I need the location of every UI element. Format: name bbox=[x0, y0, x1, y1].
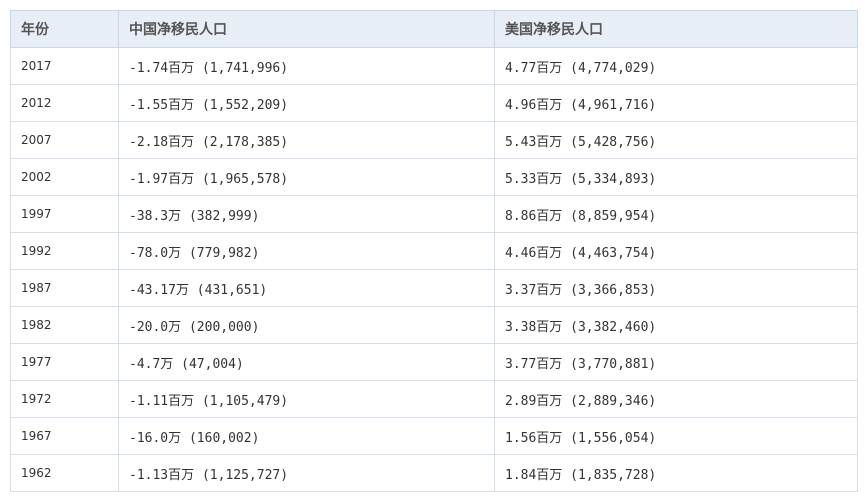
table-row: 2002 -1.97百万 (1,965,578) 5.33百万 (5,334,893… bbox=[10, 158, 858, 196]
table-row: 1962 -1.13百万 (1,125,727) 1.84百万 (1,835,728… bbox=[10, 454, 858, 492]
china-net-migration-cell: -2.18百万 (2,178,385) bbox=[118, 121, 495, 159]
table-row: 1977 -4.7万 (47,004) 3.77百万 (3,770,881) bbox=[10, 343, 858, 381]
us-net-migration-cell: 2.89百万 (2,889,346) bbox=[494, 380, 858, 418]
table-body: 2017 -1.74百万 (1,741,996) 4.77百万 (4,774,029… bbox=[10, 47, 858, 492]
migration-table-container: 年份 中国净移民人口 美国净移民人口 2017 -1.74百万 (1,741,99… bbox=[10, 10, 858, 492]
china-net-migration-cell: -1.74百万 (1,741,996) bbox=[118, 47, 495, 85]
china-net-migration-cell: -16.0万 (160,002) bbox=[118, 417, 495, 455]
year-cell: 1987 bbox=[10, 269, 119, 307]
year-cell: 2017 bbox=[10, 47, 119, 85]
table-row: 1997 -38.3万 (382,999) 8.86百万 (8,859,954) bbox=[10, 195, 858, 233]
year-cell: 1997 bbox=[10, 195, 119, 233]
header-row: 年份 中国净移民人口 美国净移民人口 bbox=[10, 10, 858, 48]
year-cell: 1962 bbox=[10, 454, 119, 492]
china-net-migration-cell: -43.17万 (431,651) bbox=[118, 269, 495, 307]
china-net-migration-cell: -1.55百万 (1,552,209) bbox=[118, 84, 495, 122]
us-net-migration-cell: 3.38百万 (3,382,460) bbox=[494, 306, 858, 344]
table-row: 1987 -43.17万 (431,651) 3.37百万 (3,366,853) bbox=[10, 269, 858, 307]
us-net-migration-cell: 5.43百万 (5,428,756) bbox=[494, 121, 858, 159]
china-net-migration-cell: -20.0万 (200,000) bbox=[118, 306, 495, 344]
header-china-net-migration: 中国净移民人口 bbox=[118, 10, 495, 48]
header-us-net-migration: 美国净移民人口 bbox=[494, 10, 858, 48]
year-cell: 2002 bbox=[10, 158, 119, 196]
us-net-migration-cell: 4.96百万 (4,961,716) bbox=[494, 84, 858, 122]
china-net-migration-cell: -1.97百万 (1,965,578) bbox=[118, 158, 495, 196]
us-net-migration-cell: 3.77百万 (3,770,881) bbox=[494, 343, 858, 381]
table-header: 年份 中国净移民人口 美国净移民人口 bbox=[10, 10, 858, 48]
year-cell: 1967 bbox=[10, 417, 119, 455]
china-net-migration-cell: -4.7万 (47,004) bbox=[118, 343, 495, 381]
year-cell: 1992 bbox=[10, 232, 119, 270]
us-net-migration-cell: 3.37百万 (3,366,853) bbox=[494, 269, 858, 307]
table-row: 1967 -16.0万 (160,002) 1.56百万 (1,556,054) bbox=[10, 417, 858, 455]
china-net-migration-cell: -38.3万 (382,999) bbox=[118, 195, 495, 233]
year-cell: 1972 bbox=[10, 380, 119, 418]
table-row: 1972 -1.11百万 (1,105,479) 2.89百万 (2,889,346… bbox=[10, 380, 858, 418]
migration-table: 年份 中国净移民人口 美国净移民人口 2017 -1.74百万 (1,741,99… bbox=[10, 10, 858, 492]
header-year: 年份 bbox=[10, 10, 119, 48]
year-cell: 2012 bbox=[10, 84, 119, 122]
table-row: 2017 -1.74百万 (1,741,996) 4.77百万 (4,774,029… bbox=[10, 47, 858, 85]
us-net-migration-cell: 4.77百万 (4,774,029) bbox=[494, 47, 858, 85]
year-cell: 1977 bbox=[10, 343, 119, 381]
china-net-migration-cell: -1.11百万 (1,105,479) bbox=[118, 380, 495, 418]
table-row: 1982 -20.0万 (200,000) 3.38百万 (3,382,460) bbox=[10, 306, 858, 344]
us-net-migration-cell: 8.86百万 (8,859,954) bbox=[494, 195, 858, 233]
table-row: 1992 -78.0万 (779,982) 4.46百万 (4,463,754) bbox=[10, 232, 858, 270]
china-net-migration-cell: -1.13百万 (1,125,727) bbox=[118, 454, 495, 492]
us-net-migration-cell: 5.33百万 (5,334,893) bbox=[494, 158, 858, 196]
table-row: 2007 -2.18百万 (2,178,385) 5.43百万 (5,428,756… bbox=[10, 121, 858, 159]
year-cell: 2007 bbox=[10, 121, 119, 159]
china-net-migration-cell: -78.0万 (779,982) bbox=[118, 232, 495, 270]
table-row: 2012 -1.55百万 (1,552,209) 4.96百万 (4,961,716… bbox=[10, 84, 858, 122]
us-net-migration-cell: 1.56百万 (1,556,054) bbox=[494, 417, 858, 455]
us-net-migration-cell: 4.46百万 (4,463,754) bbox=[494, 232, 858, 270]
us-net-migration-cell: 1.84百万 (1,835,728) bbox=[494, 454, 858, 492]
year-cell: 1982 bbox=[10, 306, 119, 344]
